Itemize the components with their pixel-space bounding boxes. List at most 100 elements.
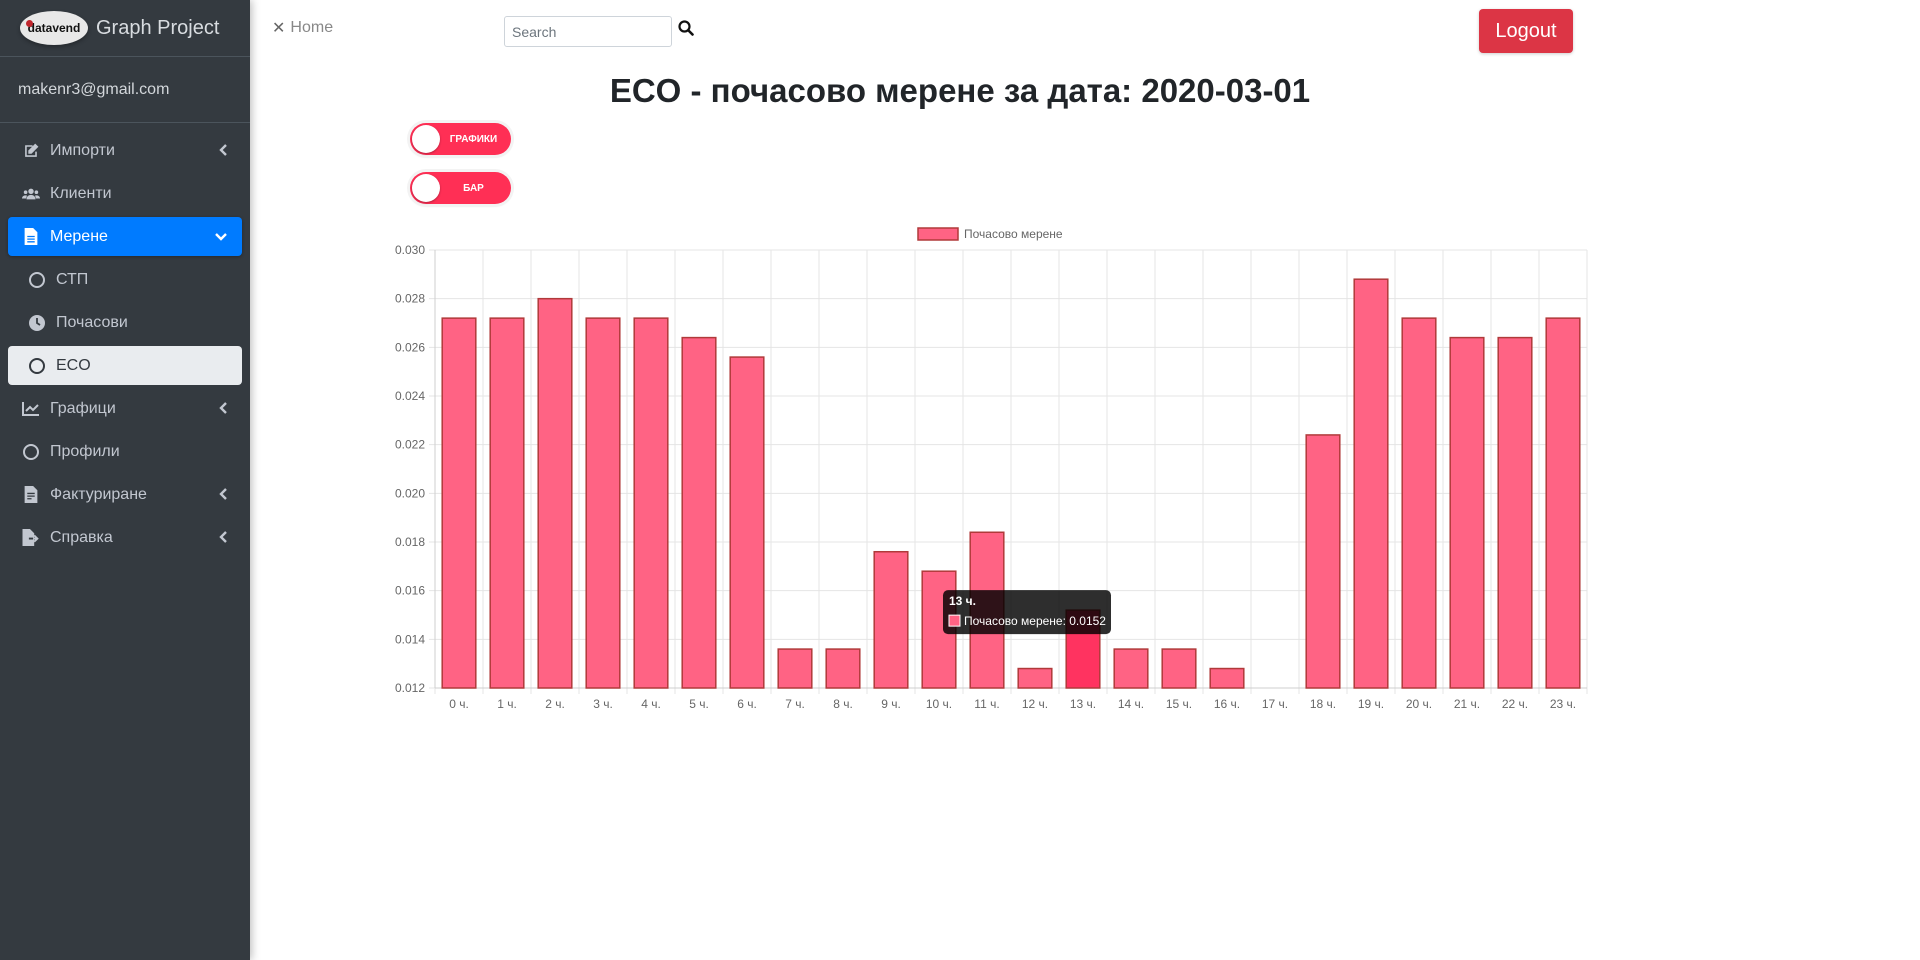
bar[interactable]	[1305, 434, 1341, 689]
y-tick-label: 0.020	[395, 486, 425, 500]
y-axis: 0.030 0.028 0.026 0.024 0.022 0.020 0.018 0.016…	[395, 243, 425, 695]
sidebar-item-label: Почасови	[56, 313, 128, 331]
logout-button[interactable]: Logout	[1479, 9, 1573, 53]
sidebar-item-label: Фактуриране	[50, 485, 147, 503]
y-tick-label: 0.030	[395, 243, 425, 257]
bar[interactable]	[585, 317, 621, 689]
sidebar-item-stp[interactable]: СТП	[8, 260, 242, 299]
y-tick-label: 0.016	[395, 584, 425, 598]
sidebar-item-hourly[interactable]: Почасови	[8, 303, 242, 342]
x-tick-label: 23 ч.	[1550, 697, 1576, 711]
x-axis: 0 ч. 1 ч. 2 ч. 3 ч. 4 ч. 5 ч. 6 ч. 7 ч. 8 ч. 9 ч.…	[449, 697, 1576, 711]
sidebar-nav: Импорти Клиенти Мерене СТП	[0, 123, 250, 557]
bar[interactable]	[1161, 648, 1197, 689]
toggle-knob	[412, 174, 440, 202]
x-tick-label: 22 ч.	[1502, 697, 1528, 711]
chevron-left-icon	[218, 487, 228, 506]
file-invoice-icon	[22, 486, 40, 504]
bar[interactable]	[1401, 317, 1437, 689]
close-icon[interactable]: ✕	[272, 20, 286, 37]
file-icon	[22, 228, 40, 246]
toggle-knob	[412, 125, 440, 153]
tooltip-background	[943, 590, 1111, 635]
x-tick-label: 1 ч.	[497, 697, 517, 711]
bar[interactable]	[1209, 667, 1245, 689]
home-label: Home	[290, 19, 334, 36]
bar[interactable]	[633, 317, 669, 689]
sidebar-item-report[interactable]: Справка	[8, 518, 242, 557]
bar[interactable]	[441, 317, 477, 689]
bar[interactable]	[537, 297, 573, 689]
sidebar-item-clients[interactable]: Клиенти	[8, 174, 242, 213]
chart-grid	[429, 249, 1588, 694]
sidebar-item-imports[interactable]: Импорти	[8, 131, 242, 170]
x-tick-label: 16 ч.	[1214, 697, 1240, 711]
sidebar-item-label: ECO	[56, 356, 91, 374]
search-input[interactable]	[504, 16, 672, 47]
bar[interactable]	[1497, 336, 1533, 689]
edit-icon	[22, 142, 40, 160]
sidebar-item-invoicing[interactable]: Фактуриране	[8, 475, 242, 514]
graphs-toggle[interactable]: ГРАФИКИ	[410, 123, 511, 155]
chevron-left-icon	[218, 530, 228, 549]
bar[interactable]	[825, 648, 861, 689]
chart-tooltip: 13 ч. Почасово мерене: 0.0152	[943, 590, 1111, 635]
chart-line-icon	[22, 400, 40, 418]
chart-legend[interactable]: Почасово мерене	[917, 227, 1063, 241]
sidebar-item-label: Импорти	[50, 141, 115, 159]
x-tick-label: 8 ч.	[833, 697, 853, 711]
sidebar-item-label: Справка	[50, 528, 113, 546]
bar[interactable]	[1449, 336, 1485, 689]
circle-icon	[22, 443, 40, 461]
sidebar-item-eco[interactable]: ECO	[8, 346, 242, 385]
sidebar-item-label: Мерене	[50, 227, 108, 245]
chart-bars	[441, 278, 1581, 689]
home-link[interactable]: ✕ Home	[272, 18, 333, 38]
bar-toggle[interactable]: БАР	[410, 172, 511, 204]
circle-icon	[28, 357, 46, 375]
x-tick-label: 9 ч.	[881, 697, 901, 711]
sidebar-item-graphs[interactable]: Графици	[8, 389, 242, 428]
bar[interactable]	[1353, 278, 1389, 689]
y-tick-label: 0.024	[395, 389, 425, 403]
bar[interactable]	[729, 356, 765, 689]
sidebar-item-profiles[interactable]: Профили	[8, 432, 242, 471]
file-export-icon	[22, 529, 40, 547]
toggle-label: ГРАФИКИ	[449, 133, 498, 145]
brand[interactable]: datavend Graph Project	[0, 0, 250, 57]
x-tick-label: 13 ч.	[1070, 697, 1096, 711]
brand-logo: datavend	[20, 11, 88, 45]
bar[interactable]	[1545, 317, 1581, 689]
x-tick-label: 12 ч.	[1022, 697, 1048, 711]
bar[interactable]	[777, 648, 813, 689]
x-tick-label: 11 ч.	[974, 697, 999, 711]
sidebar: datavend Graph Project makenr3@gmail.com…	[0, 0, 250, 960]
chevron-left-icon	[218, 401, 228, 420]
sidebar-item-measurement[interactable]: Мерене	[8, 217, 242, 256]
bar[interactable]	[681, 336, 717, 689]
users-icon	[22, 185, 40, 203]
tooltip-swatch	[948, 614, 961, 627]
bar[interactable]	[873, 550, 909, 689]
search-icon[interactable]	[678, 20, 698, 42]
legend-swatch	[917, 227, 959, 241]
sidebar-item-label: СТП	[56, 270, 89, 288]
user-email[interactable]: makenr3@gmail.com	[0, 57, 250, 123]
tooltip-title: 13 ч.	[949, 594, 976, 608]
bar[interactable]	[1113, 648, 1149, 689]
y-tick-label: 0.022	[395, 438, 425, 452]
bar[interactable]	[1017, 667, 1053, 689]
x-tick-label: 0 ч.	[449, 697, 469, 711]
x-tick-label: 15 ч.	[1166, 697, 1192, 711]
hourly-bar-chart: Почасово мерене 0.030 0.028 0.026 0.024 0.02…	[395, 227, 1588, 711]
sidebar-item-label: Клиенти	[50, 184, 112, 202]
x-tick-label: 4 ч.	[641, 697, 661, 711]
page-title: ECO - почасово мерене за дата: 2020-03-0…	[609, 72, 1311, 109]
legend-label: Почасово мерене	[964, 227, 1063, 241]
bar[interactable]	[489, 317, 525, 689]
clock-icon	[28, 314, 46, 332]
tooltip-text: Почасово мерене: 0.0152	[964, 614, 1106, 628]
x-tick-label: 19 ч.	[1358, 697, 1384, 711]
x-tick-label: 2 ч.	[545, 697, 565, 711]
y-tick-label: 0.028	[395, 292, 425, 306]
